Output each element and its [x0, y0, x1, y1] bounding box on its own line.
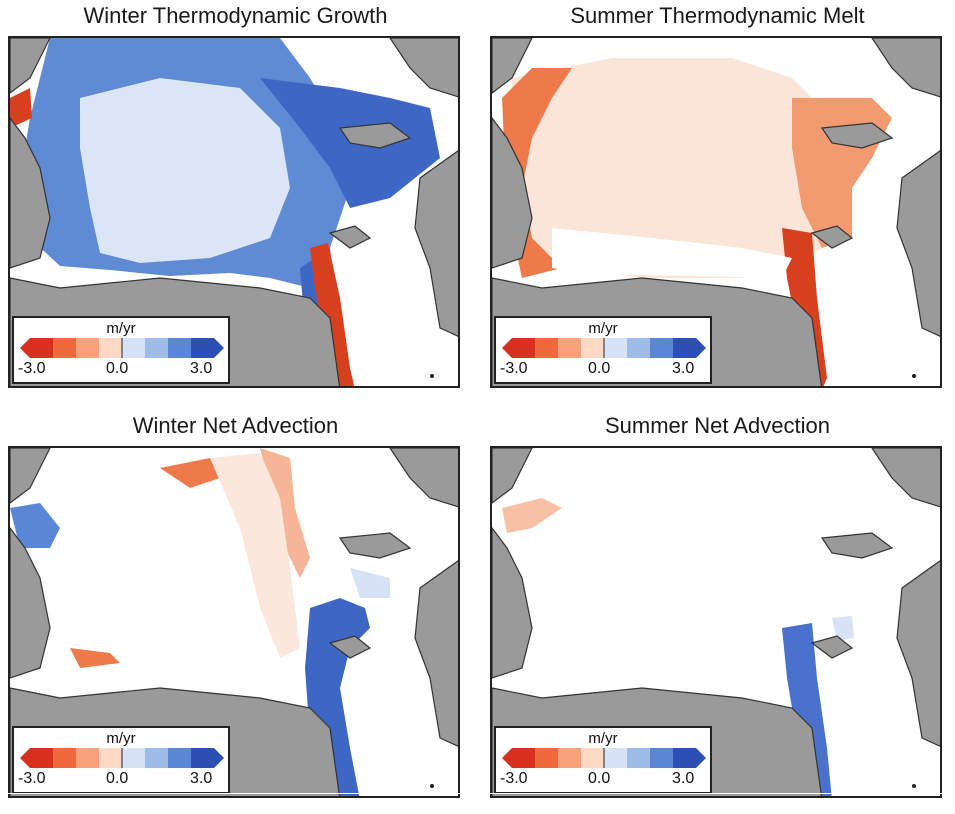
legend-min: -3.0	[500, 360, 528, 377]
legend-unit: m/yr	[588, 730, 618, 747]
legend-mid: 0.0	[106, 770, 129, 787]
arctic-map: m/yr -3.0 0.0 3.0	[490, 36, 942, 388]
panel-summer-thermodynamic-melt: Summer Thermodynamic Melt m/yr	[490, 0, 945, 392]
legend-mid: 0.0	[588, 770, 611, 787]
panel-summer-net-advection: Summer Net Advection m/yr	[490, 410, 945, 802]
panel-title: Summer Thermodynamic Melt	[570, 3, 865, 28]
panel-title: Winter Thermodynamic Growth	[83, 3, 388, 28]
panel-winter-thermodynamic-growth: Winter Thermodynamic Growth m/yr	[8, 0, 463, 392]
map-graphic	[10, 38, 458, 386]
scan-line-artifact	[0, 793, 955, 794]
legend-min: -3.0	[18, 770, 46, 787]
legend-unit: m/yr	[106, 730, 136, 747]
panel-title: Winter Net Advection	[132, 413, 339, 438]
legend-min: -3.0	[18, 360, 46, 377]
legend-unit: m/yr	[588, 320, 618, 337]
legend-max: 3.0	[672, 360, 695, 377]
panel-winter-net-advection: Winter Net Advection m/yr	[8, 410, 463, 802]
legend-max: 3.0	[672, 770, 695, 787]
legend-max: 3.0	[190, 770, 213, 787]
colorbar-legend: m/yr -3.0 0.0 3.0	[494, 316, 712, 384]
legend-mid: 0.0	[106, 360, 129, 377]
colorbar-legend: m/yr -3.0 0.0 3.0	[12, 726, 230, 794]
legend-unit: m/yr	[106, 320, 136, 337]
panel-title: Summer Net Advection	[605, 413, 830, 438]
colorbar	[20, 748, 224, 768]
arctic-map: m/yr -3.0 0.0 3.0	[8, 36, 460, 388]
legend-mid: 0.0	[588, 360, 611, 377]
legend-min: -3.0	[500, 770, 528, 787]
colorbar	[502, 748, 706, 768]
arctic-map: m/yr -3.0 0.0 3.0	[490, 446, 942, 798]
arctic-map: m/yr -3.0 0.0 3.0	[8, 446, 460, 798]
colorbar	[20, 338, 224, 358]
colorbar-legend: m/yr -3.0 0.0 3.0	[12, 316, 230, 384]
colorbar	[502, 338, 706, 358]
colorbar-legend: m/yr -3.0 0.0 3.0	[494, 726, 712, 794]
legend-max: 3.0	[190, 360, 213, 377]
